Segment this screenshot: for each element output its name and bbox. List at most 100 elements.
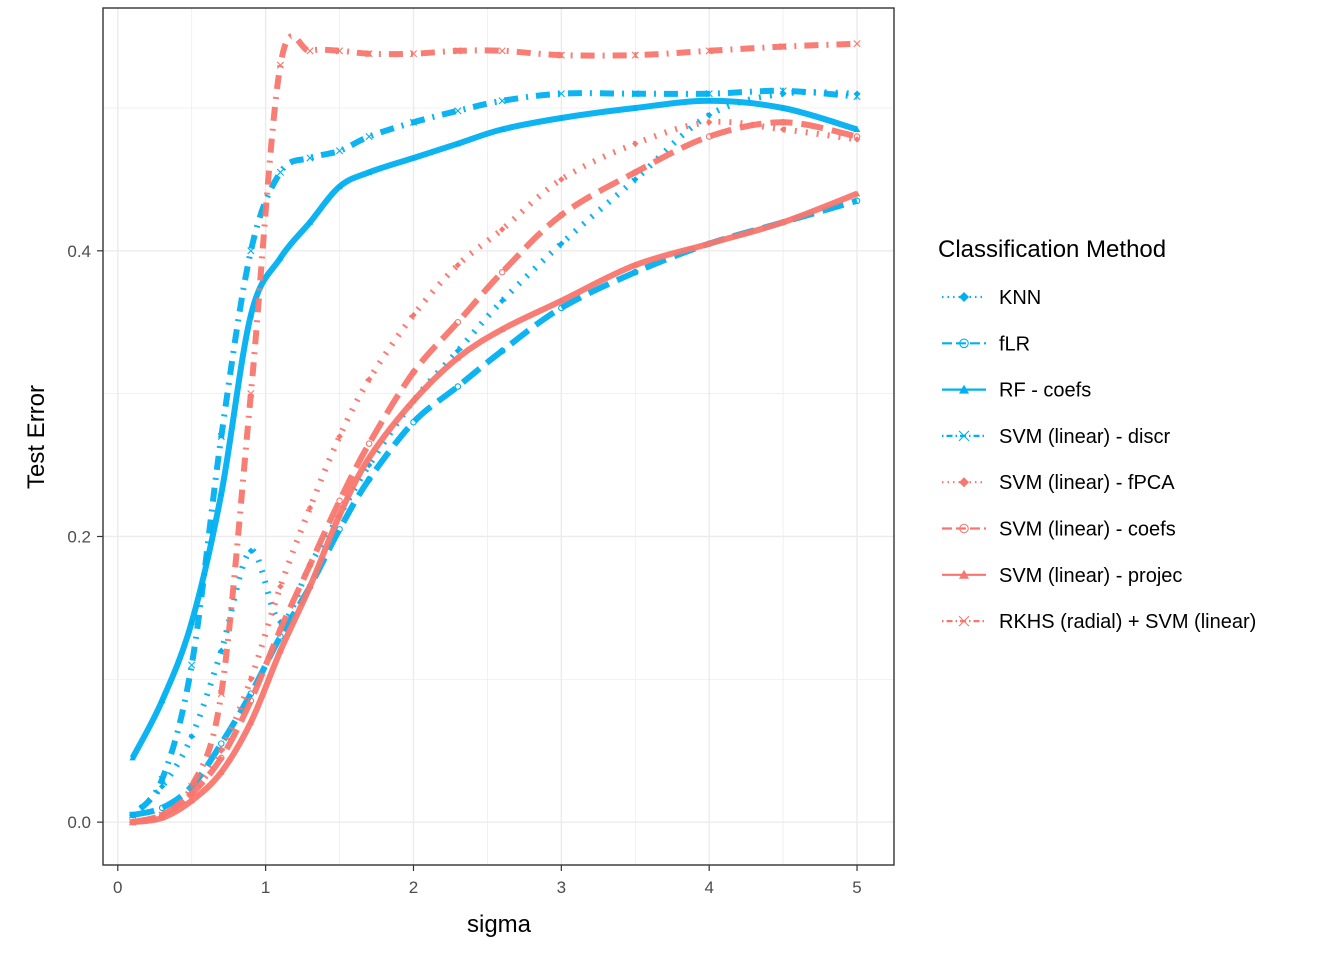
data-point [557, 51, 565, 59]
legend: Classification Method KNN fLR RF - coefs SV… [938, 236, 1256, 633]
data-point [306, 47, 314, 55]
legend-item: SVM (linear) - fPCA [942, 472, 1175, 494]
data-point [276, 168, 285, 176]
data-point [217, 432, 225, 441]
legend-item: KNN [942, 287, 1041, 309]
legend-key-marker [958, 430, 970, 442]
legend-key-marker [959, 292, 969, 302]
y-axis-title: Test Error [23, 385, 50, 489]
x-tick-label: 0 [113, 878, 122, 897]
data-point [218, 747, 225, 754]
data-point [632, 140, 639, 147]
data-point [306, 219, 314, 225]
series-rf-coefs [129, 97, 861, 761]
data-point [498, 297, 506, 305]
data-point [306, 154, 314, 162]
data-point [276, 61, 285, 69]
series-layer [128, 33, 861, 826]
data-point [498, 326, 506, 332]
data-point [158, 814, 166, 821]
data-point [365, 132, 373, 141]
x-tick-label: 4 [704, 878, 713, 897]
data-point [277, 254, 284, 261]
data-point [853, 197, 861, 205]
data-point [247, 676, 255, 683]
data-point [410, 368, 417, 376]
data-point [705, 97, 713, 104]
data-point [410, 154, 417, 161]
data-point [705, 111, 713, 119]
data-point [454, 47, 462, 55]
y-tick-label: 0.4 [67, 242, 91, 261]
data-point [558, 211, 565, 219]
legend-label: KNN [999, 287, 1041, 309]
data-point [498, 347, 506, 355]
legend-label: SVM (linear) - projec [999, 565, 1182, 587]
data-point [454, 261, 462, 269]
data-point [454, 140, 462, 147]
data-point [335, 47, 344, 55]
x-tick-label: 2 [409, 878, 418, 897]
legend-label: SVM (linear) - coefs [999, 519, 1176, 541]
legend-label: RKHS (radial) + SVM (linear) [999, 611, 1256, 633]
data-point [158, 697, 166, 704]
data-point [853, 126, 861, 132]
data-point [365, 376, 373, 383]
data-point [498, 47, 506, 55]
data-point [498, 97, 506, 105]
legend-key-marker [959, 569, 969, 579]
series-line [131, 33, 858, 826]
legend-item: SVM (linear) - coefs [942, 519, 1176, 541]
data-point [705, 90, 713, 98]
data-point [188, 618, 195, 625]
series-line [131, 197, 858, 818]
data-point [218, 754, 225, 762]
data-point [218, 647, 225, 654]
data-point [335, 147, 344, 155]
data-point [247, 547, 255, 554]
legend-key-marker [959, 338, 969, 349]
series-svm-linear-projec [129, 190, 861, 826]
data-point [247, 718, 255, 725]
series-line [129, 97, 858, 760]
data-point [705, 119, 713, 126]
data-point [454, 347, 462, 354]
data-point [853, 133, 861, 140]
data-point [188, 661, 196, 669]
data-point [306, 583, 314, 590]
data-point [454, 354, 462, 361]
data-point [558, 297, 565, 304]
data-point [247, 697, 255, 705]
data-point [365, 50, 373, 58]
data-point [853, 190, 861, 197]
legend-item: RF - coefs [942, 380, 1091, 402]
legend-item: fLR [942, 333, 1030, 355]
x-axis: 0 1 2 3 4 5 [113, 865, 862, 897]
legend-item: SVM (linear) - discr [942, 426, 1170, 448]
data-point [779, 219, 787, 225]
data-point [218, 740, 225, 747]
data-point [558, 176, 565, 183]
series-svm-linear-fpca [129, 118, 861, 826]
legend-label: SVM (linear) - discr [999, 426, 1170, 448]
legend-key-marker [959, 523, 969, 534]
data-point [779, 42, 787, 51]
series-rkhs-radial-svm-linear [128, 33, 861, 826]
data-point [705, 133, 713, 140]
data-point [336, 511, 343, 518]
data-point [705, 47, 713, 55]
y-tick-label: 0.0 [67, 813, 91, 832]
y-axis: 0.0 0.2 0.4 [67, 242, 103, 832]
data-point [336, 526, 343, 533]
data-point [454, 107, 462, 115]
data-point [277, 626, 284, 633]
data-point [779, 87, 787, 95]
data-point [558, 240, 565, 247]
data-point [557, 90, 565, 98]
x-tick-label: 5 [852, 878, 861, 897]
data-point [277, 647, 284, 654]
panel-frame [102, 7, 895, 866]
data-point [128, 811, 137, 819]
data-point [410, 311, 417, 319]
data-point [218, 768, 225, 775]
